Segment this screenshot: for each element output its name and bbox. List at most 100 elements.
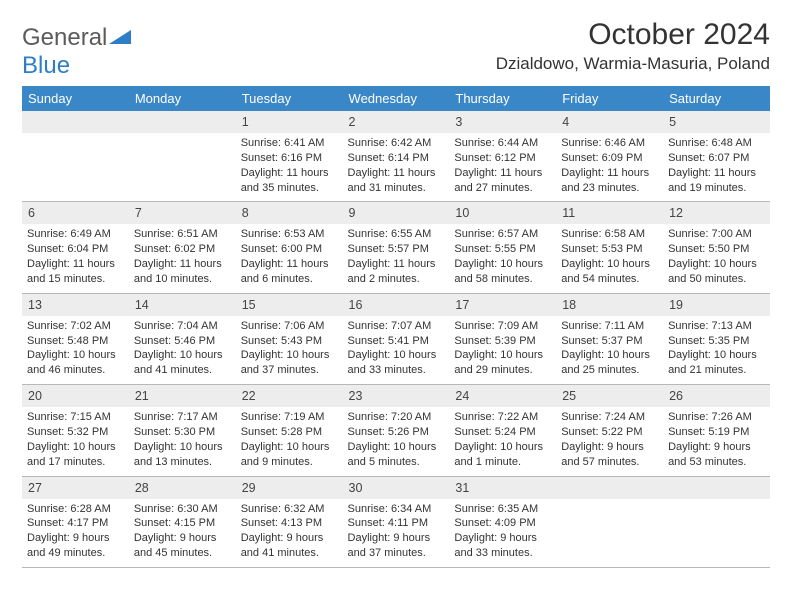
sunrise: Sunrise: 6:46 AM [561, 136, 658, 151]
day-cell: Sunrise: 7:13 AMSunset: 5:35 PMDaylight:… [663, 316, 770, 385]
sunset: Sunset: 6:12 PM [454, 151, 551, 166]
daynum-cell [22, 111, 129, 133]
day-cell: Sunrise: 6:48 AMSunset: 6:07 PMDaylight:… [663, 133, 770, 202]
sunset: Sunset: 5:32 PM [27, 425, 124, 440]
day-cell: Sunrise: 6:41 AMSunset: 6:16 PMDaylight:… [236, 133, 343, 202]
content-row: Sunrise: 7:15 AMSunset: 5:32 PMDaylight:… [22, 407, 770, 476]
day-cell: Sunrise: 7:17 AMSunset: 5:30 PMDaylight:… [129, 407, 236, 476]
day-cell-body: Sunrise: 7:15 AMSunset: 5:32 PMDaylight:… [27, 410, 124, 469]
sunrise: Sunrise: 7:19 AM [241, 410, 338, 425]
day-cell-body: Sunrise: 6:51 AMSunset: 6:02 PMDaylight:… [134, 227, 231, 286]
sunset: Sunset: 5:19 PM [668, 425, 765, 440]
daylight: Daylight: 10 hours and 58 minutes. [454, 257, 551, 287]
sunrise: Sunrise: 6:55 AM [348, 227, 445, 242]
sunrise: Sunrise: 6:44 AM [454, 136, 551, 151]
daylight: Daylight: 9 hours and 41 minutes. [241, 531, 338, 561]
day-cell-body: Sunrise: 6:48 AMSunset: 6:07 PMDaylight:… [668, 136, 765, 195]
day-cell [663, 499, 770, 568]
day-number: 19 [669, 298, 683, 312]
day-cell-body: Sunrise: 7:17 AMSunset: 5:30 PMDaylight:… [134, 410, 231, 469]
daynum-cell: 17 [449, 293, 556, 316]
sunset: Sunset: 5:28 PM [241, 425, 338, 440]
day-cell: Sunrise: 6:46 AMSunset: 6:09 PMDaylight:… [556, 133, 663, 202]
day-cell: Sunrise: 6:57 AMSunset: 5:55 PMDaylight:… [449, 224, 556, 293]
day-number: 7 [135, 206, 142, 220]
sunset: Sunset: 6:02 PM [134, 242, 231, 257]
day-cell: Sunrise: 7:15 AMSunset: 5:32 PMDaylight:… [22, 407, 129, 476]
day-number: 2 [349, 115, 356, 129]
day-cell-body: Sunrise: 6:44 AMSunset: 6:12 PMDaylight:… [454, 136, 551, 195]
daynum-cell: 30 [343, 476, 450, 499]
sunset: Sunset: 5:39 PM [454, 334, 551, 349]
sunrise: Sunrise: 7:20 AM [348, 410, 445, 425]
day-number: 16 [349, 298, 363, 312]
sunset: Sunset: 5:57 PM [348, 242, 445, 257]
day-cell-body: Sunrise: 7:04 AMSunset: 5:46 PMDaylight:… [134, 319, 231, 378]
day-header: Friday [556, 86, 663, 111]
daylight: Daylight: 10 hours and 9 minutes. [241, 440, 338, 470]
day-cell-body: Sunrise: 6:49 AMSunset: 6:04 PMDaylight:… [27, 227, 124, 286]
sunrise: Sunrise: 6:57 AM [454, 227, 551, 242]
daynum-row: 12345 [22, 111, 770, 133]
daynum-row: 20212223242526 [22, 385, 770, 408]
sunset: Sunset: 5:24 PM [454, 425, 551, 440]
sunset: Sunset: 5:30 PM [134, 425, 231, 440]
sunrise: Sunrise: 7:26 AM [668, 410, 765, 425]
daylight: Daylight: 9 hours and 33 minutes. [454, 531, 551, 561]
daynum-cell: 15 [236, 293, 343, 316]
day-cell: Sunrise: 6:32 AMSunset: 4:13 PMDaylight:… [236, 499, 343, 568]
sunset: Sunset: 5:46 PM [134, 334, 231, 349]
daylight: Daylight: 10 hours and 37 minutes. [241, 348, 338, 378]
daynum-cell: 28 [129, 476, 236, 499]
header: General Blue October 2024 Dzialdowo, War… [22, 18, 770, 80]
day-cell-body: Sunrise: 6:30 AMSunset: 4:15 PMDaylight:… [134, 502, 231, 561]
day-cell: Sunrise: 7:24 AMSunset: 5:22 PMDaylight:… [556, 407, 663, 476]
daylight: Daylight: 10 hours and 13 minutes. [134, 440, 231, 470]
daynum-cell [129, 111, 236, 133]
day-cell: Sunrise: 6:42 AMSunset: 6:14 PMDaylight:… [343, 133, 450, 202]
day-cell: Sunrise: 6:28 AMSunset: 4:17 PMDaylight:… [22, 499, 129, 568]
sunset: Sunset: 5:22 PM [561, 425, 658, 440]
day-cell-body: Sunrise: 7:22 AMSunset: 5:24 PMDaylight:… [454, 410, 551, 469]
daylight: Daylight: 10 hours and 54 minutes. [561, 257, 658, 287]
daylight: Daylight: 9 hours and 53 minutes. [668, 440, 765, 470]
daynum-cell: 21 [129, 385, 236, 408]
day-cell-body: Sunrise: 7:07 AMSunset: 5:41 PMDaylight:… [348, 319, 445, 378]
sunset: Sunset: 5:43 PM [241, 334, 338, 349]
daylight: Daylight: 10 hours and 17 minutes. [27, 440, 124, 470]
day-cell: Sunrise: 7:22 AMSunset: 5:24 PMDaylight:… [449, 407, 556, 476]
daylight: Daylight: 10 hours and 5 minutes. [348, 440, 445, 470]
daylight: Daylight: 9 hours and 57 minutes. [561, 440, 658, 470]
sunrise: Sunrise: 7:24 AM [561, 410, 658, 425]
daynum-cell: 7 [129, 202, 236, 225]
day-number: 28 [135, 481, 149, 495]
content-row: Sunrise: 7:02 AMSunset: 5:48 PMDaylight:… [22, 316, 770, 385]
sunset: Sunset: 5:26 PM [348, 425, 445, 440]
daylight: Daylight: 10 hours and 25 minutes. [561, 348, 658, 378]
sunset: Sunset: 5:50 PM [668, 242, 765, 257]
sunset: Sunset: 5:37 PM [561, 334, 658, 349]
page: General Blue October 2024 Dzialdowo, War… [0, 0, 792, 612]
day-cell-body: Sunrise: 6:42 AMSunset: 6:14 PMDaylight:… [348, 136, 445, 195]
daynum-row: 13141516171819 [22, 293, 770, 316]
day-cell: Sunrise: 7:07 AMSunset: 5:41 PMDaylight:… [343, 316, 450, 385]
day-number: 12 [669, 206, 683, 220]
sunrise: Sunrise: 6:48 AM [668, 136, 765, 151]
daynum-cell: 6 [22, 202, 129, 225]
sunset: Sunset: 6:04 PM [27, 242, 124, 257]
daynum-row: 2728293031 [22, 476, 770, 499]
daylight: Daylight: 11 hours and 19 minutes. [668, 166, 765, 196]
daynum-cell: 16 [343, 293, 450, 316]
sunset: Sunset: 5:41 PM [348, 334, 445, 349]
daylight: Daylight: 9 hours and 49 minutes. [27, 531, 124, 561]
sunset: Sunset: 5:35 PM [668, 334, 765, 349]
sunrise: Sunrise: 6:35 AM [454, 502, 551, 517]
daynum-cell: 11 [556, 202, 663, 225]
day-number: 10 [455, 206, 469, 220]
location: Dzialdowo, Warmia-Masuria, Poland [496, 54, 770, 74]
daylight: Daylight: 11 hours and 27 minutes. [454, 166, 551, 196]
sunset: Sunset: 5:48 PM [27, 334, 124, 349]
day-number: 8 [242, 206, 249, 220]
day-header: Saturday [663, 86, 770, 111]
day-number: 24 [455, 389, 469, 403]
